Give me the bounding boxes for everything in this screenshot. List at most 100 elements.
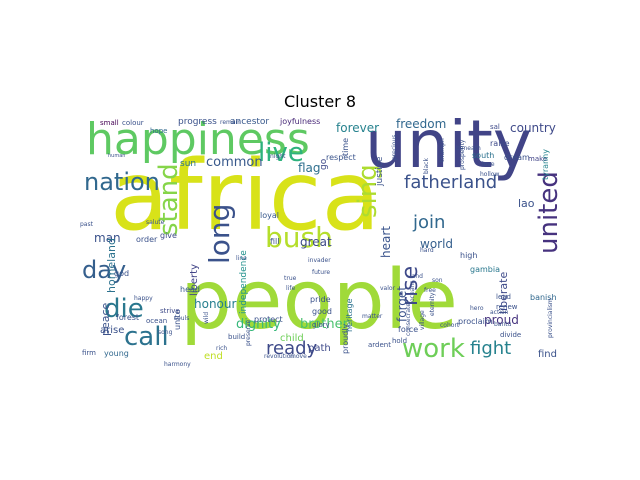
cloud-word: fill	[270, 237, 280, 246]
cloud-word: nation	[84, 168, 160, 196]
cloud-word: hold	[392, 337, 408, 345]
cloud-word: god	[114, 269, 130, 278]
cloud-word: night	[270, 153, 286, 160]
cloud-word: strive	[160, 307, 180, 315]
cloud-word: man	[94, 231, 121, 245]
cloud-word: wild	[203, 311, 210, 324]
cloud-word: firm	[82, 349, 96, 357]
cloud-word: happiness	[86, 118, 310, 165]
cloud-word: people	[180, 253, 458, 348]
cloud-word: young	[104, 349, 129, 358]
cloud-word: proclaim	[458, 317, 493, 326]
cloud-word: past	[80, 221, 93, 228]
cloud-word: glory	[312, 321, 330, 329]
cloud-word: fight	[470, 338, 512, 359]
cloud-word: revolution	[264, 353, 295, 360]
cloud-word: forest	[116, 313, 140, 322]
cloud-word: live	[258, 138, 304, 168]
cloud-word: die	[104, 294, 144, 324]
cloud-word: good	[312, 307, 332, 316]
cloud-word: pride	[310, 295, 331, 304]
cloud-word: south	[472, 151, 495, 160]
cloud-word: end	[204, 351, 223, 362]
cloud-word: give	[160, 231, 177, 240]
cloud-word: hope	[150, 127, 168, 135]
cloud-word: heart	[379, 226, 393, 258]
cloud-word: free	[424, 287, 436, 294]
cloud-word: prosperity	[459, 139, 466, 170]
cloud-word: loyal	[260, 211, 279, 220]
cloud-word: long	[203, 203, 236, 264]
word-cloud: africa people unity happiness nation die…	[80, 118, 560, 370]
cloud-word: rich	[216, 345, 228, 352]
cloud-word: remain	[220, 119, 242, 126]
cloud-word: village	[419, 310, 426, 330]
cloud-word: hard	[420, 247, 434, 254]
cloud-word: high	[460, 251, 478, 260]
cloud-word: oceans	[409, 280, 416, 302]
cloud-word: work	[402, 334, 465, 364]
cloud-word: black	[423, 158, 430, 174]
cloud-word: renew	[496, 303, 518, 311]
cloud-word: ancestor	[230, 118, 270, 127]
cloud-word: provincialism	[547, 298, 554, 338]
cloud-word: progress	[178, 118, 217, 127]
cloud-word: bush	[265, 221, 333, 254]
cloud-word: country	[510, 121, 556, 135]
cloud-word: ocean	[146, 317, 168, 325]
cloud-word: action	[490, 309, 509, 316]
cloud-word: common	[206, 155, 263, 170]
cloud-word: great	[300, 235, 332, 249]
cloud-word: make	[528, 155, 548, 163]
cloud-word: matter	[362, 313, 383, 320]
cloud-word: tyranny	[541, 149, 550, 180]
cloud-word: unity	[365, 118, 532, 183]
cloud-word: world	[420, 237, 454, 251]
cloud-word: souls	[174, 315, 190, 322]
cloud-word: dignity	[236, 317, 281, 332]
cloud-word: song	[158, 329, 173, 336]
cloud-word: son	[432, 277, 443, 284]
cloud-word: consecrate	[405, 302, 412, 336]
cloud-word: justice	[375, 156, 385, 186]
cloud-word: valor	[380, 285, 396, 292]
cloud-word: forever	[336, 121, 380, 135]
cloud-word: cohort	[440, 322, 460, 329]
cloud-word: fatherland	[404, 172, 498, 193]
cloud-word: sun	[180, 159, 197, 169]
cloud-word: flag	[298, 161, 321, 175]
cloud-word: dream	[504, 153, 530, 162]
cloud-word: child	[280, 333, 304, 344]
cloud-word: find	[538, 349, 557, 360]
cloud-word: precious	[391, 134, 398, 160]
cloud-word: beneath	[456, 145, 481, 152]
cloud-word: homeland	[105, 238, 118, 293]
cloud-word: proud	[484, 313, 519, 327]
cloud-word: ardent	[368, 341, 391, 349]
cloud-word: true	[284, 275, 297, 282]
cloud-word: arise	[100, 325, 125, 336]
cloud-word: divide	[500, 331, 522, 339]
cloud-word: hollow	[480, 171, 500, 178]
cloud-word: harmony	[164, 361, 191, 368]
cloud-word: build	[228, 333, 246, 341]
cloud-word: united	[534, 171, 560, 254]
cloud-word: love	[482, 161, 495, 168]
cloud-word: line	[236, 255, 247, 262]
cloud-word: head	[180, 285, 200, 294]
cloud-word: hero	[470, 305, 484, 312]
cloud-word: eternity	[429, 292, 436, 316]
cloud-word: lead	[496, 293, 511, 301]
cloud-word: order	[136, 235, 158, 244]
cloud-word: proudly	[341, 323, 350, 354]
cloud-word: human	[108, 153, 126, 159]
cloud-word: future	[312, 269, 331, 276]
cloud-word: triumph	[439, 138, 446, 162]
cloud-word: join	[413, 212, 446, 233]
cloud-word: protect	[254, 315, 283, 324]
cloud-word: joyfulness	[280, 118, 321, 126]
figure-title: Cluster 8	[283, 92, 357, 111]
cloud-word: gambia	[470, 265, 500, 274]
cloud-word: raise	[490, 139, 510, 148]
cloud-word: africa	[110, 140, 381, 252]
